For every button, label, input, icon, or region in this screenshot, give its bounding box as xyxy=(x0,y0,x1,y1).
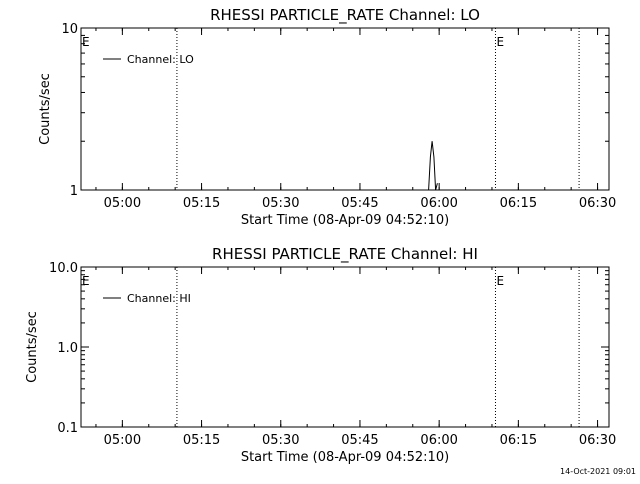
x-axis-label: Start Time (08-Apr-09 04:52:10) xyxy=(241,213,449,228)
event-marker: E xyxy=(496,35,504,49)
x-tick-label: 06:00 xyxy=(420,196,457,211)
chart-title: RHESSI PARTICLE_RATE Channel: LO xyxy=(210,6,480,25)
y-tick-label: 1 xyxy=(70,184,78,199)
x-tick-label: 06:00 xyxy=(420,433,457,448)
x-tick-label: 05:15 xyxy=(183,433,220,448)
event-marker: E xyxy=(82,274,90,288)
x-tick-label: 05:00 xyxy=(104,433,141,448)
y-axis-label: Counts/sec xyxy=(38,73,53,145)
y-tick-label: 0.1 xyxy=(57,421,78,436)
x-tick-label: 05:45 xyxy=(341,196,378,211)
y-tick-label: 10.0 xyxy=(49,261,78,276)
x-tick-label: 05:15 xyxy=(183,196,220,211)
series-line xyxy=(428,141,438,191)
plot-frame xyxy=(80,27,610,191)
x-tick-label: 06:30 xyxy=(579,433,616,448)
legend-label: Channel: HI xyxy=(127,292,191,305)
timestamp-label: 14-Oct-2021 09:01 xyxy=(560,467,636,476)
x-tick-label: 06:15 xyxy=(500,196,537,211)
legend-label: Channel: LO xyxy=(127,53,194,66)
x-tick-label: 05:45 xyxy=(341,433,378,448)
chart-title: RHESSI PARTICLE_RATE Channel: HI xyxy=(212,245,478,264)
x-tick-label: 05:00 xyxy=(104,196,141,211)
y-axis-label: Counts/sec xyxy=(25,311,40,383)
x-tick-label: 06:30 xyxy=(579,196,616,211)
plot-frame xyxy=(80,266,610,428)
chart-panel-hi: RHESSI PARTICLE_RATE Channel: HI 05:00 05:… xyxy=(25,245,616,465)
y-tick-label: 1.0 xyxy=(57,341,78,356)
x-tick-label: 05:30 xyxy=(262,433,299,448)
chart-panel-lo: RHESSI PARTICLE_RATE Channel: LO 05:00 05:… xyxy=(38,6,616,228)
y-tick-label: 10 xyxy=(61,22,78,37)
x-tick-label: 06:15 xyxy=(500,433,537,448)
x-tick-label: 05:30 xyxy=(262,196,299,211)
x-axis-label: Start Time (08-Apr-09 04:52:10) xyxy=(241,450,449,465)
event-marker: E xyxy=(496,274,504,288)
event-marker: E xyxy=(82,35,90,49)
